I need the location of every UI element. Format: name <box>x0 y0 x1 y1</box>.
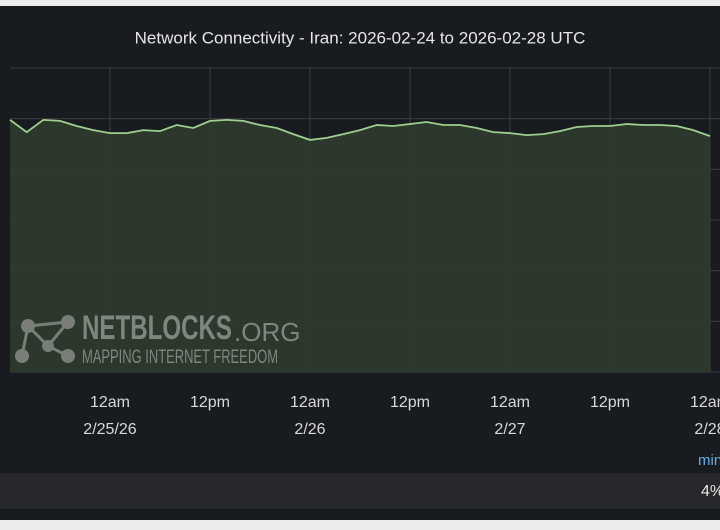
x-tick-label: 12am <box>690 394 720 411</box>
area <box>10 119 710 373</box>
x-tick-date: 2/28 <box>694 421 720 438</box>
legend-header: min <box>698 452 720 469</box>
watermark-suffix: .ORG <box>234 317 300 347</box>
x-tick-label: 12pm <box>390 394 430 411</box>
watermark-nodes <box>15 315 75 363</box>
watermark-tagline: MAPPING INTERNET FREEDOM <box>82 347 278 368</box>
x-tick-label: 12am <box>290 394 330 411</box>
legend-row <box>0 473 720 509</box>
plot <box>9 118 711 373</box>
x-tick-date: 2/27 <box>494 421 525 438</box>
x-tick-date: 2/26 <box>294 421 325 438</box>
x-tick-label: 12pm <box>590 394 630 411</box>
x-tick-label: 12am <box>90 394 130 411</box>
x-axis: 12am 2/25/26 12pm 12am 2/26 12pm 12am 2/27 12pm 1… <box>83 394 720 438</box>
line <box>9 118 711 141</box>
x-tick-date: 2/25/26 <box>83 421 136 438</box>
x-tick-label: 12pm <box>190 394 230 411</box>
x-tick-label: 12am <box>490 394 530 411</box>
chart-title: Network Connectivity - Iran: 2026-02-24 … <box>135 28 586 47</box>
watermark: NETBLOCKS .ORG MAPPING INTERNET FREEDOM <box>15 309 300 368</box>
watermark-brand: NETBLOCKS <box>82 309 232 347</box>
legend-value: 4% <box>701 483 720 500</box>
